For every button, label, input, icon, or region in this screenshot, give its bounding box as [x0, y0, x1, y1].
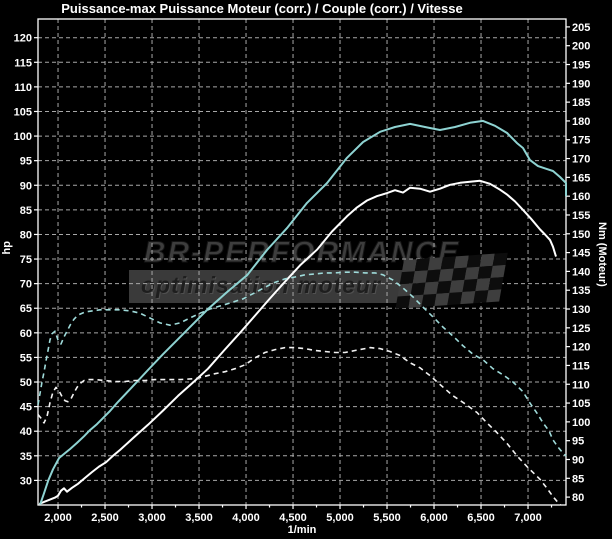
svg-text:45: 45	[20, 402, 32, 414]
svg-text:130: 130	[572, 304, 590, 316]
svg-text:115: 115	[572, 360, 590, 372]
svg-text:100: 100	[14, 131, 32, 143]
curve-couple-origine-dashed	[37, 271, 567, 457]
svg-text:165: 165	[572, 172, 590, 184]
svg-text:170: 170	[572, 154, 590, 166]
svg-text:3,500: 3,500	[185, 512, 213, 524]
svg-text:140: 140	[572, 266, 590, 278]
svg-text:150: 150	[572, 229, 590, 241]
svg-text:110: 110	[14, 82, 32, 94]
svg-text:125: 125	[572, 323, 590, 335]
svg-text:110: 110	[572, 379, 590, 391]
svg-text:85: 85	[20, 205, 32, 217]
svg-text:2,500: 2,500	[91, 512, 119, 524]
svg-text:7,000: 7,000	[514, 512, 542, 524]
svg-text:195: 195	[572, 60, 590, 72]
svg-text:60: 60	[20, 328, 32, 340]
svg-text:105: 105	[572, 398, 590, 410]
svg-text:70: 70	[20, 279, 32, 291]
svg-text:175: 175	[572, 135, 590, 147]
svg-text:95: 95	[20, 156, 32, 168]
svg-text:50: 50	[20, 377, 32, 389]
svg-text:120: 120	[572, 342, 590, 354]
svg-text:4,000: 4,000	[232, 512, 260, 524]
svg-text:205: 205	[572, 22, 590, 34]
svg-text:180: 180	[572, 116, 590, 128]
svg-text:40: 40	[20, 426, 32, 438]
checkered-flag-icon	[395, 252, 508, 309]
svg-text:30: 30	[20, 475, 32, 487]
svg-text:3,000: 3,000	[138, 512, 166, 524]
svg-text:100: 100	[572, 417, 590, 429]
svg-text:6,000: 6,000	[420, 512, 448, 524]
svg-text:5,500: 5,500	[373, 512, 401, 524]
svg-text:185: 185	[572, 97, 590, 109]
svg-text:85: 85	[572, 473, 584, 485]
svg-text:120: 120	[14, 33, 32, 45]
svg-text:90: 90	[572, 454, 584, 466]
svg-text:4,500: 4,500	[279, 512, 307, 524]
svg-text:65: 65	[20, 303, 32, 315]
svg-text:75: 75	[20, 254, 32, 266]
svg-text:55: 55	[20, 352, 32, 364]
curve-couple-corr-solid	[39, 119, 567, 505]
svg-text:160: 160	[572, 191, 590, 203]
svg-text:95: 95	[572, 436, 584, 448]
svg-text:80: 80	[20, 229, 32, 241]
svg-text:80: 80	[572, 492, 584, 504]
svg-text:135: 135	[572, 285, 590, 297]
curve-puissance-origine-dashed	[37, 346, 562, 506]
svg-text:2,000: 2,000	[44, 512, 72, 524]
y-right-axis-title: Nm (Moteur)	[596, 222, 608, 287]
svg-text:145: 145	[572, 248, 590, 260]
x-axis-title: 1/min	[287, 524, 317, 536]
svg-text:5,000: 5,000	[326, 512, 354, 524]
svg-text:190: 190	[572, 78, 590, 90]
svg-text:105: 105	[14, 106, 32, 118]
chart-title: Puissance-max Puissance Moteur (corr.) /…	[61, 1, 463, 16]
svg-text:155: 155	[572, 210, 590, 222]
svg-text:6,500: 6,500	[467, 512, 495, 524]
svg-text:35: 35	[20, 451, 32, 463]
curve-puissance-moteur-corr-solid	[38, 179, 557, 505]
svg-text:90: 90	[20, 180, 32, 192]
svg-text:200: 200	[572, 41, 590, 53]
svg-text:115: 115	[14, 57, 32, 69]
